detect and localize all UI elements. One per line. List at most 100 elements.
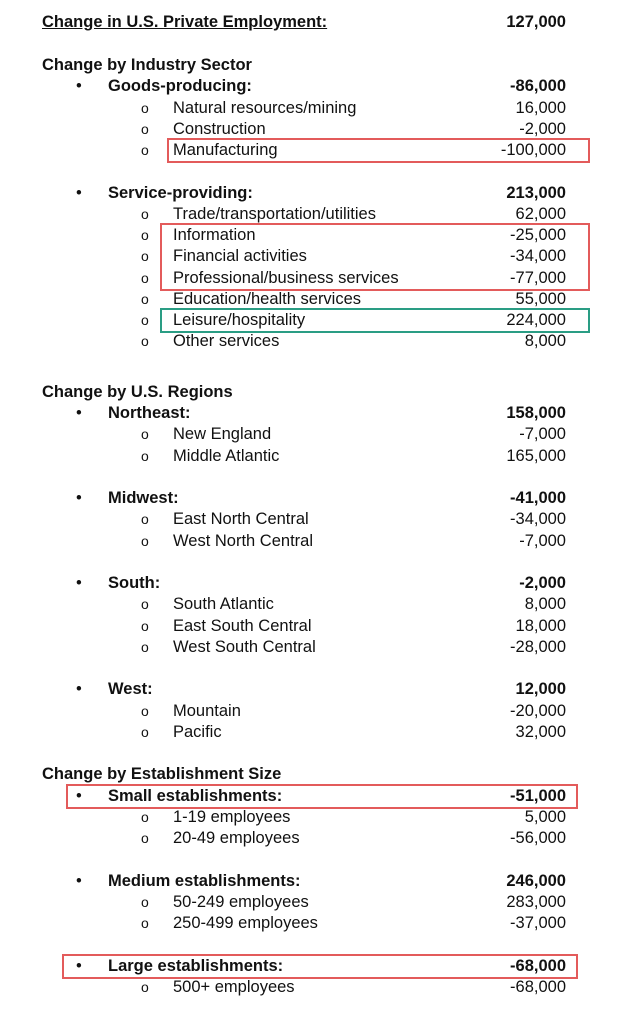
item-name: Middle Atlantic <box>173 446 280 465</box>
item-value: 62,000 <box>515 204 566 223</box>
item-value: -100,000 <box>500 141 566 159</box>
bullet: • <box>76 871 82 890</box>
bullet: • <box>76 956 82 975</box>
item-value: -7,000 <box>519 531 566 550</box>
group-name: Service-providing: <box>108 183 253 202</box>
sub-bullet: o <box>141 447 149 464</box>
sub-bullet: o <box>141 638 149 655</box>
title: Change in U.S. Private Employment: <box>42 13 328 31</box>
group-value: -41,000 <box>510 489 566 507</box>
item-value: 283,000 <box>506 892 566 911</box>
section-title: Change by U.S. Regions <box>42 382 233 401</box>
highlight-box <box>167 138 590 163</box>
item-name: Professional/business services <box>173 268 399 287</box>
group-name: Small establishments: <box>108 786 283 805</box>
item-name: Trade/transportation/utilities <box>173 204 376 223</box>
item-name: Natural resources/mining <box>173 98 357 117</box>
sub-bullet: o <box>141 808 149 825</box>
item-name: New England <box>173 425 272 444</box>
bullet: • <box>76 183 82 202</box>
item-name: Construction <box>173 119 266 138</box>
group-name: Goods-producing: <box>108 77 252 96</box>
item-value: -56,000 <box>510 829 566 847</box>
item-value: -34,000 <box>510 510 566 529</box>
group-name: West: <box>108 680 153 699</box>
item-value: 55,000 <box>515 289 566 308</box>
item-name: Leisure/hospitality <box>173 311 306 329</box>
group-name: Large establishments: <box>108 956 284 975</box>
item-name: 20-49 employees <box>173 829 300 847</box>
sub-bullet: o <box>141 205 149 222</box>
item-value: 224,000 <box>506 311 566 329</box>
item-name: Pacific <box>173 722 222 741</box>
item-value: 18,000 <box>515 616 566 635</box>
group-value: -86,000 <box>510 77 566 96</box>
item-name: East North Central <box>173 510 309 529</box>
sub-bullet: o <box>141 596 149 613</box>
sub-bullet: o <box>141 978 149 995</box>
item-name: Other services <box>173 332 280 351</box>
sub-bullet: o <box>141 99 149 116</box>
item-value: -7,000 <box>519 425 566 444</box>
item-value: -25,000 <box>510 226 566 244</box>
item-name: Financial activities <box>173 247 307 266</box>
highlight-box <box>160 223 590 291</box>
item-name: South Atlantic <box>173 595 274 614</box>
bullet: • <box>76 77 82 96</box>
group-value: -68,000 <box>510 956 566 975</box>
item-name: West South Central <box>173 637 316 656</box>
sub-bullet: o <box>141 269 149 286</box>
item-name: Information <box>173 226 256 244</box>
item-value: 5,000 <box>524 807 566 826</box>
sub-bullet: o <box>141 333 149 350</box>
item-value: -20,000 <box>510 701 566 720</box>
item-name: East South Central <box>173 616 312 635</box>
sub-bullet: o <box>141 248 149 265</box>
group-value: 213,000 <box>506 183 566 202</box>
sub-bullet: o <box>141 511 149 528</box>
group-name: Midwest: <box>108 489 179 507</box>
bullet: • <box>76 680 82 699</box>
item-value: 165,000 <box>506 446 566 465</box>
group-value: 158,000 <box>506 404 566 422</box>
section-title: Change by Industry Sector <box>42 56 252 74</box>
item-value: 32,000 <box>515 722 566 741</box>
item-value: 8,000 <box>524 595 566 614</box>
highlight-box <box>62 953 578 979</box>
section-title: Change by Establishment Size <box>42 765 282 784</box>
item-value: -28,000 <box>510 637 566 656</box>
sub-bullet: o <box>141 723 149 740</box>
sub-bullet: o <box>141 142 149 158</box>
sub-bullet: o <box>141 915 149 931</box>
item-value: -2,000 <box>519 119 566 138</box>
bullet: • <box>76 786 82 805</box>
sub-bullet: o <box>141 312 149 328</box>
bullet: • <box>76 574 82 592</box>
item-name: Manufacturing <box>173 141 278 159</box>
item-value: -68,000 <box>510 977 566 996</box>
bullet: • <box>76 489 82 507</box>
sub-bullet: o <box>141 702 149 719</box>
group-value: -51,000 <box>510 786 566 805</box>
group-name: Medium establishments: <box>108 871 301 890</box>
group-value: -2,000 <box>519 574 566 592</box>
group-value: 12,000 <box>515 680 566 699</box>
item-name: 250-499 employees <box>173 914 318 932</box>
item-name: Mountain <box>173 701 241 720</box>
total-value: 127,000 <box>506 13 566 31</box>
sub-bullet: o <box>141 893 149 910</box>
sub-bullet: o <box>141 426 149 443</box>
item-name: 500+ employees <box>173 977 295 996</box>
item-name: West North Central <box>173 531 313 550</box>
highlight-box <box>160 308 590 333</box>
sub-bullet: o <box>141 290 149 307</box>
item-name: 1-19 employees <box>173 807 291 826</box>
item-value: -34,000 <box>510 247 566 266</box>
bullet: • <box>76 404 82 422</box>
sub-bullet: o <box>141 617 149 634</box>
group-name: Northeast: <box>108 404 191 422</box>
highlight-box <box>66 783 578 809</box>
item-value: -37,000 <box>510 914 566 932</box>
item-value: 8,000 <box>524 332 566 351</box>
